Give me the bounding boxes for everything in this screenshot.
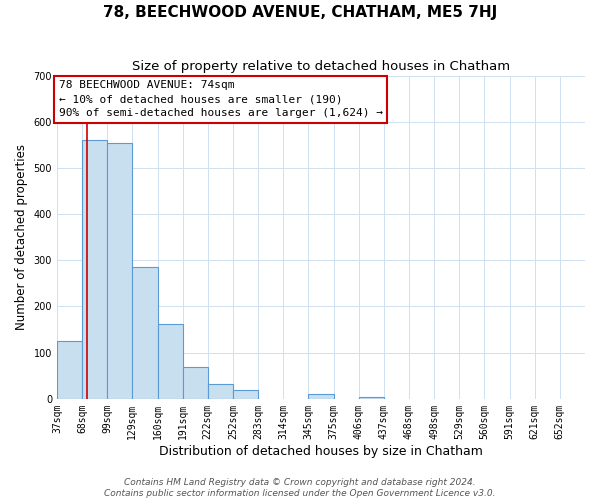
Text: 78 BEECHWOOD AVENUE: 74sqm
← 10% of detached houses are smaller (190)
90% of sem: 78 BEECHWOOD AVENUE: 74sqm ← 10% of deta…	[59, 80, 383, 118]
Bar	[107, 142, 133, 399]
Bar	[233, 390, 258, 399]
Bar	[57, 341, 82, 399]
Bar	[82, 140, 107, 399]
Bar	[158, 324, 182, 399]
Bar	[359, 396, 384, 399]
X-axis label: Distribution of detached houses by size in Chatham: Distribution of detached houses by size …	[159, 444, 483, 458]
Bar	[133, 267, 158, 399]
Text: Contains HM Land Registry data © Crown copyright and database right 2024.
Contai: Contains HM Land Registry data © Crown c…	[104, 478, 496, 498]
Title: Size of property relative to detached houses in Chatham: Size of property relative to detached ho…	[132, 60, 510, 73]
Bar	[308, 394, 334, 399]
Text: 78, BEECHWOOD AVENUE, CHATHAM, ME5 7HJ: 78, BEECHWOOD AVENUE, CHATHAM, ME5 7HJ	[103, 5, 497, 20]
Bar	[182, 368, 208, 399]
Bar	[208, 384, 233, 399]
Y-axis label: Number of detached properties: Number of detached properties	[15, 144, 28, 330]
